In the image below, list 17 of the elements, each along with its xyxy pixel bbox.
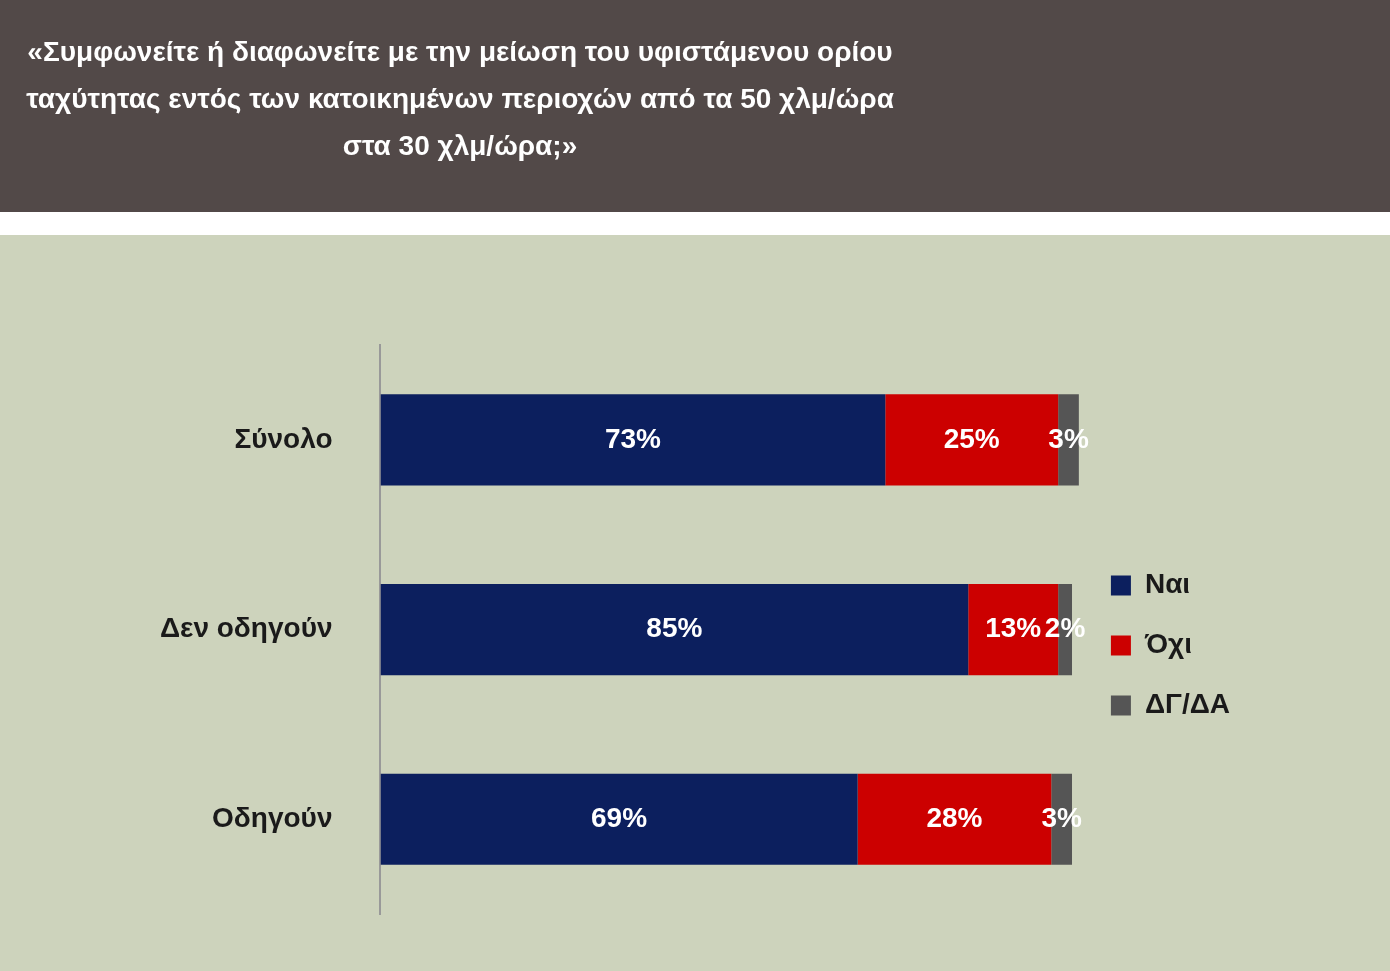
chart-title: «Συμφωνείτε ή διαφωνείτε με την μείωση του υφιστάμενου ορίου ταχύτητας εντός των κατοικημένων περιοχών από τα 50 χλμ/ώρα στα 30 χλμ/ώρα;» (25, 35, 895, 163)
data-label: 2% (1044, 612, 1086, 644)
legend-label: Ναι (1144, 568, 1191, 600)
y-tick-label: Σύνολο (234, 422, 333, 454)
y-tick-label: Δεν οδηγούν (160, 612, 333, 644)
bar (380, 394, 886, 486)
bar (380, 773, 858, 865)
data-label: 69% (591, 802, 648, 834)
y-tick-label: Οδηγούν (212, 802, 333, 834)
data-label: 73% (604, 422, 662, 454)
legend-label: ΔΓ/ΔΑ (1144, 688, 1231, 720)
legend-label: Όχι (1143, 628, 1192, 660)
bar (380, 584, 969, 676)
data-label: 85% (646, 612, 703, 644)
data-label: 25% (943, 422, 1000, 454)
data-label: 13% (985, 612, 1042, 644)
data-label: 28% (926, 802, 983, 834)
